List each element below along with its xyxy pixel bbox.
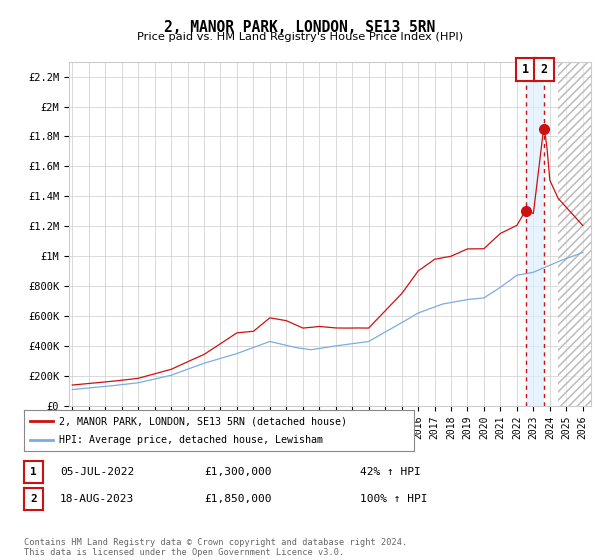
Text: 42% ↑ HPI: 42% ↑ HPI [360,467,421,477]
Text: £1,300,000: £1,300,000 [204,467,271,477]
Text: 100% ↑ HPI: 100% ↑ HPI [360,494,427,504]
Text: Contains HM Land Registry data © Crown copyright and database right 2024.
This d: Contains HM Land Registry data © Crown c… [24,538,407,557]
Text: 1: 1 [522,63,529,76]
Text: £1,850,000: £1,850,000 [204,494,271,504]
Bar [526,62,544,406]
Text: HPI: Average price, detached house, Lewisham: HPI: Average price, detached house, Lewi… [59,435,323,445]
Text: 2: 2 [30,494,37,504]
Bar [558,62,591,406]
Text: 2, MANOR PARK, LONDON, SE13 5RN: 2, MANOR PARK, LONDON, SE13 5RN [164,20,436,35]
Text: 18-AUG-2023: 18-AUG-2023 [60,494,134,504]
Bar [558,62,591,406]
Text: 2, MANOR PARK, LONDON, SE13 5RN (detached house): 2, MANOR PARK, LONDON, SE13 5RN (detache… [59,417,347,426]
Text: 2: 2 [540,63,547,76]
Text: 1: 1 [30,467,37,477]
Text: Price paid vs. HM Land Registry's House Price Index (HPI): Price paid vs. HM Land Registry's House … [137,32,463,42]
Text: 05-JUL-2022: 05-JUL-2022 [60,467,134,477]
